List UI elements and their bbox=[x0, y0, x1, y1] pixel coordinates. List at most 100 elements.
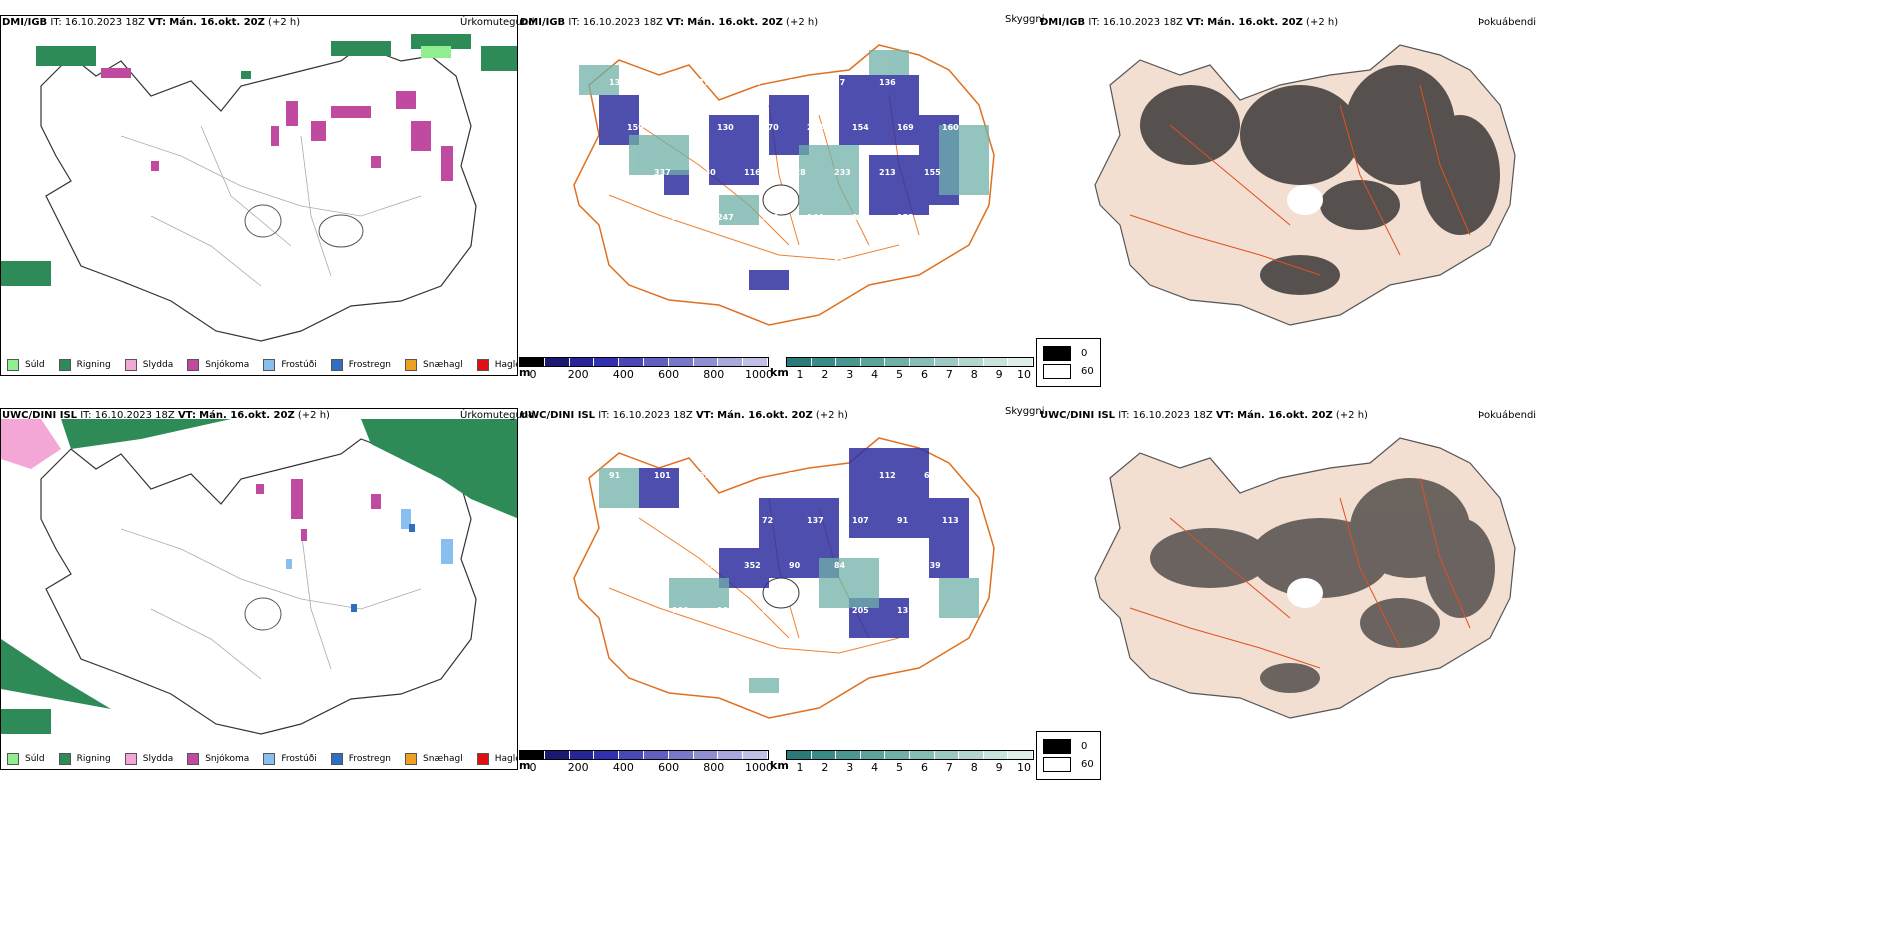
colorbar-segment bbox=[811, 751, 837, 759]
colorbar-segment bbox=[520, 751, 545, 759]
height-colorbar bbox=[519, 357, 769, 367]
cloud-blue-cells bbox=[599, 75, 959, 290]
colorbar-segment bbox=[594, 358, 620, 366]
iceland-map-cloud-row1: 137 144 129 114 110 77 136 87 159 141 130 170 204 154… bbox=[573, 44, 995, 326]
colorbar-segment bbox=[544, 358, 570, 366]
legend-swatch bbox=[124, 753, 137, 765]
legend-swatch bbox=[187, 753, 200, 765]
cloud-base-label: 180 bbox=[834, 258, 851, 267]
legend-label: Snjókoma bbox=[205, 754, 250, 764]
precip-snow-cells bbox=[101, 68, 453, 181]
cloud-base-label: 87 bbox=[744, 471, 755, 480]
cloud-base-label: 128 bbox=[789, 168, 806, 177]
colorbar-tick: 800 bbox=[703, 368, 725, 381]
fog-dark-areas-row2 bbox=[1150, 478, 1495, 693]
colorbar-segment bbox=[1008, 358, 1033, 366]
cloud-base-label: 131 bbox=[897, 606, 914, 615]
legend-item: Rigning bbox=[58, 359, 111, 371]
height-colorbar bbox=[519, 750, 769, 760]
colorbar-segment bbox=[959, 751, 984, 759]
legend-item: Súld bbox=[7, 753, 45, 765]
colorbar-tick: 600 bbox=[658, 761, 680, 774]
cloud-base-label: 337 bbox=[654, 168, 671, 177]
colorbar-segment bbox=[643, 751, 669, 759]
legend-swatch bbox=[7, 753, 19, 765]
precip-rain-cells bbox=[1, 34, 517, 286]
cloud-base-label: 77 bbox=[834, 78, 845, 87]
colorbar-tick: 600 bbox=[658, 368, 680, 381]
fog-map-row1 bbox=[1040, 15, 1540, 360]
legend-label: Rigning bbox=[76, 754, 111, 764]
cloud-base-label: 205 bbox=[852, 606, 869, 615]
cloud-base-label: 194 bbox=[879, 561, 896, 570]
legend-label: Frostúði bbox=[281, 360, 317, 370]
precip-title-row1: Úrkomutegund bbox=[460, 17, 535, 28]
cloud-base-label: 265 bbox=[654, 258, 671, 267]
fog-legend-row1: 0 60 bbox=[1036, 338, 1101, 387]
legend-item: Rigning bbox=[58, 753, 111, 765]
cloud-base-label: 108 bbox=[717, 606, 734, 615]
cloud-base-labels-row2: 91 101 83 87 78 85 112 60 97 95 127 72 137 107 91 113 10… bbox=[609, 471, 959, 615]
cloud-base-label: 130 bbox=[699, 168, 716, 177]
legend-label: Frostregn bbox=[348, 754, 392, 764]
colorbar-tick: 8 bbox=[970, 368, 978, 381]
legend-swatch bbox=[263, 753, 276, 765]
legend-label: Súld bbox=[25, 754, 45, 764]
cloud-base-label: 279 bbox=[654, 561, 671, 570]
colorbar-tick: 10 bbox=[1017, 368, 1031, 381]
colorbar-segment bbox=[934, 751, 960, 759]
legend-item: Frostúði bbox=[263, 753, 317, 765]
legend-swatch bbox=[476, 753, 489, 765]
cloud-base-label: 144 bbox=[654, 78, 671, 87]
cloud-map-row1: 137 144 129 114 110 77 136 87 159 141 130 170 204 154… bbox=[519, 15, 1039, 375]
colorbar-tick: 3 bbox=[846, 761, 854, 774]
colorbar-segment bbox=[569, 751, 595, 759]
header-fog-row1: DMI/IGB IT: 16.10.2023 18Z VT: Mán. 16.o… bbox=[1040, 17, 1339, 28]
cloud-base-label: 198 bbox=[627, 213, 644, 222]
cloud-base-label: 91 bbox=[897, 516, 909, 525]
colorbar-tick: 400 bbox=[612, 368, 634, 381]
cloud-base-label: 131 bbox=[789, 258, 806, 267]
colorbar-segment bbox=[668, 751, 694, 759]
legend-item: Frostregn bbox=[330, 359, 391, 371]
legend-item: Frostregn bbox=[330, 753, 392, 765]
colorbar-tick: 800 bbox=[703, 761, 725, 774]
cloud-base-label: 179 bbox=[609, 168, 626, 177]
colorbar-segment bbox=[860, 751, 886, 759]
header-precip-row1: DMI/IGB IT: 16.10.2023 18Z VT: Mán. 16.o… bbox=[2, 17, 301, 28]
iceland-map-fog-row2 bbox=[1094, 437, 1516, 719]
cloud-base-label: 220 bbox=[672, 213, 689, 222]
cloud-base-label: 95 bbox=[672, 516, 684, 525]
cloud-base-label: 72 bbox=[924, 258, 935, 267]
colorbar-segment bbox=[594, 751, 620, 759]
cloud-base-label: 137 bbox=[609, 78, 626, 87]
cloud-base-label: 137 bbox=[807, 516, 824, 525]
colorbar-tick: 400 bbox=[612, 761, 634, 774]
iceland-map-fog-row1 bbox=[1094, 44, 1516, 326]
colorbar-segment bbox=[787, 751, 812, 759]
height-unit: m bbox=[519, 759, 531, 772]
legend-label: Rigning bbox=[76, 360, 111, 370]
colorbar-segment bbox=[668, 358, 694, 366]
colorbar-tick: 3 bbox=[846, 368, 854, 381]
legend-swatch bbox=[263, 359, 276, 371]
colorbar-segment bbox=[693, 751, 719, 759]
cloud-base-label: 97 bbox=[627, 516, 638, 525]
legend-item: Frostúði bbox=[263, 359, 317, 371]
precip-snow-cells-row2 bbox=[256, 479, 381, 541]
cloud-base-label: 84 bbox=[834, 561, 846, 570]
cloud-base-label: 112 bbox=[879, 471, 896, 480]
colorbar-tick: 1 bbox=[796, 761, 804, 774]
colorbar-tick: 1000 bbox=[745, 761, 773, 774]
cloud-base-label: 114 bbox=[744, 78, 761, 87]
colorbar-tick: 6 bbox=[920, 761, 928, 774]
cloud-base-label: 116 bbox=[744, 168, 761, 177]
colorbar-tick: 9 bbox=[995, 761, 1003, 774]
legend-item: Snjókoma bbox=[187, 359, 249, 371]
precip-title-row2: Úrkomutegund bbox=[460, 410, 535, 421]
legend-label: Slydda bbox=[142, 360, 174, 370]
colorbar-tick: 10 bbox=[1017, 761, 1031, 774]
precip-rain-cells-row2 bbox=[1, 419, 517, 734]
header-fog-row2: UWC/DINI ISL IT: 16.10.2023 18Z VT: Mán.… bbox=[1040, 410, 1368, 421]
height-scale-row2: 0 200 400 600 800 1000 m bbox=[519, 750, 773, 774]
